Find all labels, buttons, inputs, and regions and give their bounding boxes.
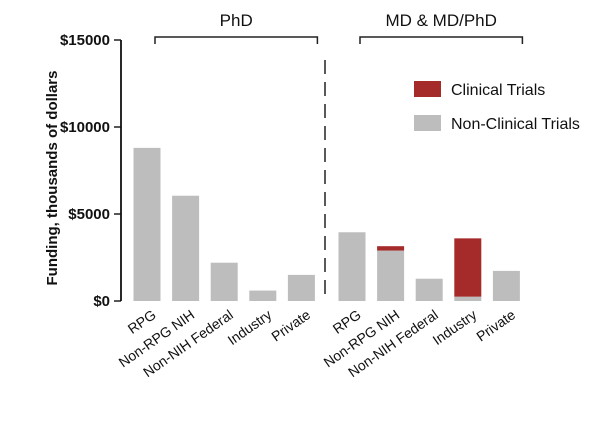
y-tick-label: $15000	[60, 32, 110, 49]
y-axis: $0 $5000 $10000 $15000	[60, 32, 122, 310]
legend-swatch	[414, 81, 441, 97]
group-brackets: PhD MD & MD/PhD	[154, 11, 524, 44]
group-bracket	[154, 36, 319, 44]
legend-label: Non-Clinical Trials	[451, 116, 580, 133]
bar-non-clinical-trials	[210, 262, 238, 301]
y-axis-label: Funding, thousands of dollars	[44, 71, 61, 286]
bar-non-clinical-trials	[287, 274, 315, 301]
bars	[133, 60, 520, 301]
bar-non-clinical-trials	[338, 232, 366, 301]
bar-non-clinical-trials	[492, 270, 520, 301]
bar-non-clinical-trials	[454, 296, 482, 301]
group-label: MD & MD/PhD	[385, 11, 496, 30]
x-tick-label: Private	[268, 306, 313, 344]
bar-non-clinical-trials	[172, 195, 200, 301]
x-tick-label: Industry	[430, 306, 480, 348]
bar-non-clinical-trials	[249, 290, 277, 301]
bar-non-clinical-trials	[415, 278, 443, 301]
y-tick-label: $0	[93, 293, 110, 310]
legend-swatch	[414, 115, 441, 131]
y-tick-label: $10000	[60, 119, 110, 136]
y-tick-label: $5000	[68, 206, 110, 223]
bar-clinical-trials	[377, 246, 405, 251]
bar-non-clinical-trials	[133, 147, 161, 301]
group-bracket	[359, 36, 524, 44]
bar-clinical-trials	[454, 238, 482, 297]
x-tick-label: Private	[473, 306, 518, 344]
group-label: PhD	[220, 11, 253, 30]
x-tick-label: Industry	[225, 306, 275, 348]
legend: Clinical Trials Non-Clinical Trials	[414, 81, 580, 133]
legend-label: Clinical Trials	[451, 82, 545, 99]
bar-non-clinical-trials	[377, 250, 405, 301]
